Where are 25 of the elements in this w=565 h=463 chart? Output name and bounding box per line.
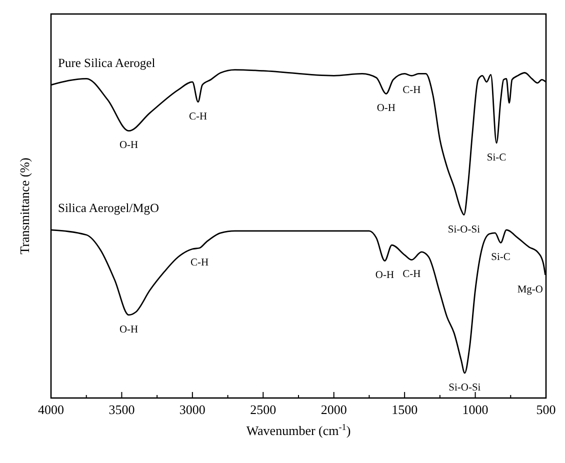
x-tick-label: 1000 [462, 402, 488, 417]
x-tick-label: 3500 [108, 402, 135, 417]
x-tick-label: 2500 [250, 402, 276, 417]
annotation: O-H [376, 103, 396, 114]
annotation: Mg-O [517, 284, 544, 296]
y-axis-title: Transmittance (%) [17, 158, 32, 254]
x-axis-title: Wavenumber (cm$^{-1}$) [246, 422, 351, 438]
annotation: C-H [190, 257, 209, 268]
annotation: C-H [402, 85, 422, 96]
annotation: Si-O-Si [448, 382, 481, 394]
annotation: Si-C [491, 252, 510, 264]
annotation: O-H [375, 270, 395, 282]
x-tick-label: 500 [536, 402, 556, 417]
x-tick-label: 4000 [38, 402, 64, 417]
annotation: Si-C [486, 152, 506, 164]
annotation: C-H [402, 269, 422, 280]
x-tick-label: 1500 [392, 402, 418, 417]
series-label: Pure Silica Aerogel [58, 56, 156, 70]
series-label: Silica Aerogel/MgO [58, 200, 160, 215]
annotation: C-H [189, 111, 208, 122]
x-tick-label: 3000 [179, 402, 206, 417]
annotation: O-H [119, 324, 139, 336]
annotation: O-H [119, 140, 139, 152]
x-tick-label: 2000 [320, 402, 347, 417]
annotation: Si-O-Si [448, 224, 480, 236]
